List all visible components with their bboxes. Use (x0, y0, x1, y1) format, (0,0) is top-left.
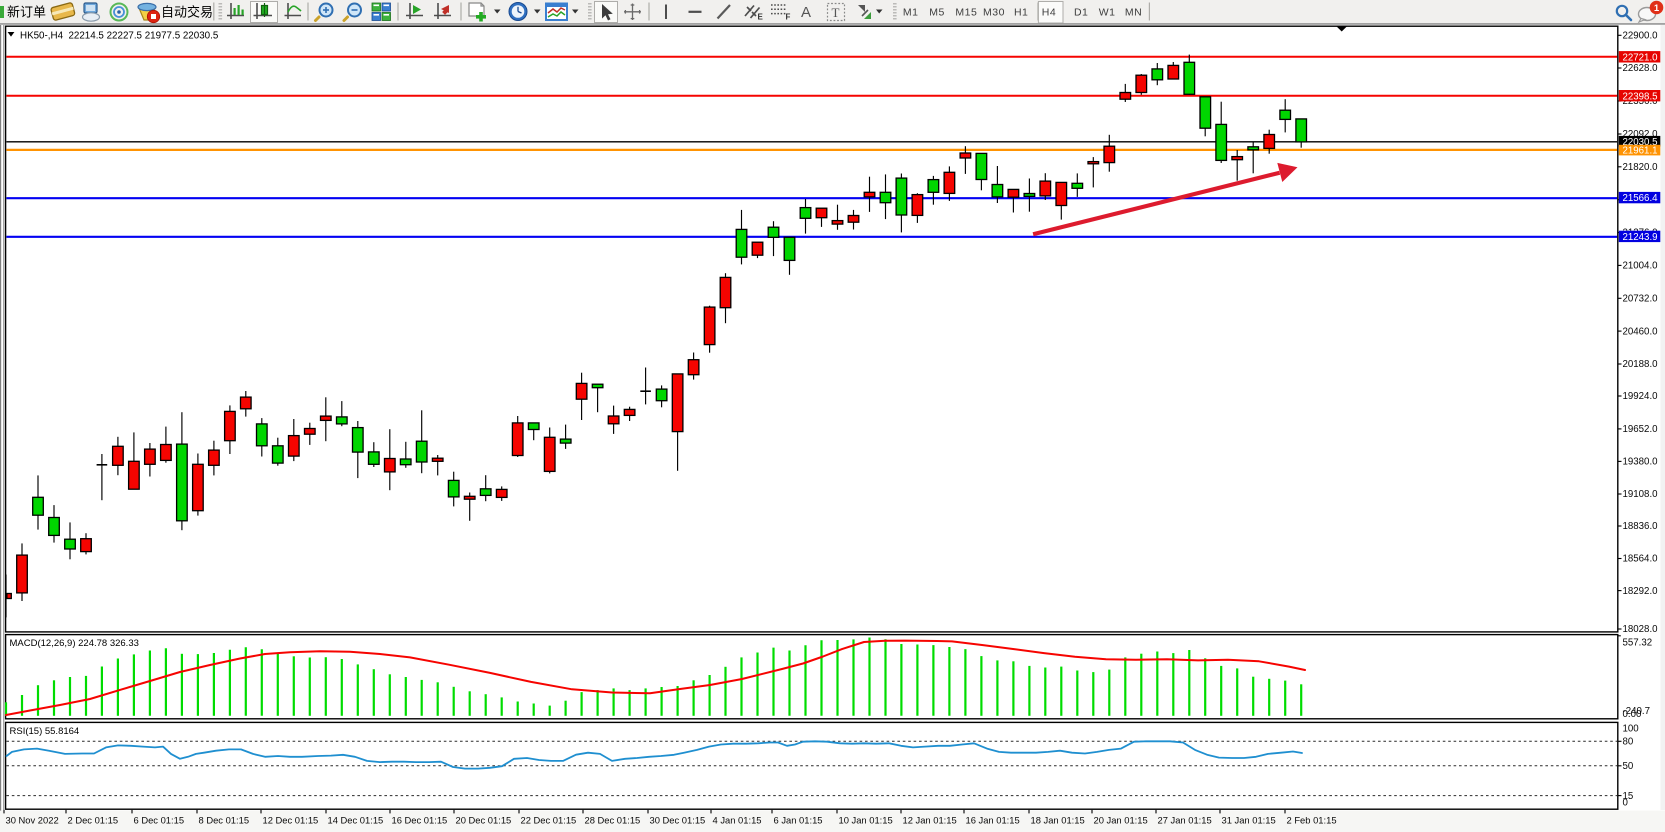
svg-text:MN: MN (1125, 7, 1142, 19)
svg-text:2 Feb 01:15: 2 Feb 01:15 (1287, 814, 1337, 825)
svg-text:30 Dec 01:15: 30 Dec 01:15 (650, 814, 706, 825)
svg-text:20188.0: 20188.0 (1623, 359, 1659, 370)
svg-text:20460.0: 20460.0 (1623, 326, 1659, 337)
svg-text:22 Dec 01:15: 22 Dec 01:15 (521, 814, 577, 825)
svg-text:18564.0: 18564.0 (1623, 554, 1659, 565)
svg-text:16 Jan 01:15: 16 Jan 01:15 (966, 814, 1020, 825)
svg-text:12 Jan 01:15: 12 Jan 01:15 (903, 814, 957, 825)
svg-text:D1: D1 (1074, 7, 1088, 19)
svg-text:21961.1: 21961.1 (1623, 146, 1658, 157)
svg-text:12 Dec 01:15: 12 Dec 01:15 (263, 814, 319, 825)
svg-text:21566.4: 21566.4 (1623, 193, 1659, 204)
svg-text:8 Dec 01:15: 8 Dec 01:15 (199, 814, 250, 825)
svg-text:0.00: 0.00 (1623, 709, 1642, 720)
svg-text:T: T (832, 5, 840, 20)
svg-text:20 Dec 01:15: 20 Dec 01:15 (456, 814, 512, 825)
svg-text:21004.0: 21004.0 (1623, 261, 1659, 272)
svg-text:6 Dec 01:15: 6 Dec 01:15 (134, 814, 185, 825)
svg-text:22900.0: 22900.0 (1623, 31, 1659, 42)
svg-text:A: A (801, 4, 811, 21)
svg-text:100: 100 (1623, 724, 1640, 735)
svg-text:20732.0: 20732.0 (1623, 294, 1659, 305)
svg-text:19108.0: 19108.0 (1623, 489, 1659, 500)
svg-text:M30: M30 (983, 7, 1005, 19)
svg-text:4 Jan 01:15: 4 Jan 01:15 (713, 814, 762, 825)
svg-text:RSI(15) 55.8164: RSI(15) 55.8164 (10, 726, 80, 737)
svg-text:1: 1 (1654, 3, 1660, 14)
svg-text:H4: H4 (1042, 7, 1056, 19)
svg-text:30 Nov 2022: 30 Nov 2022 (6, 814, 59, 825)
svg-text:15: 15 (1623, 791, 1634, 802)
svg-text:80: 80 (1623, 737, 1634, 748)
svg-text:18 Jan 01:15: 18 Jan 01:15 (1031, 814, 1085, 825)
svg-text:27 Jan 01:15: 27 Jan 01:15 (1158, 814, 1212, 825)
svg-text:自动交易: 自动交易 (161, 5, 213, 20)
svg-text:18028.0: 18028.0 (1623, 624, 1659, 635)
svg-text:16 Dec 01:15: 16 Dec 01:15 (392, 814, 448, 825)
svg-text:-240.7: -240.7 (1623, 706, 1650, 717)
svg-text:2 Dec 01:15: 2 Dec 01:15 (68, 814, 119, 825)
svg-text:MACD(12,26,9) 224.78 326.33: MACD(12,26,9) 224.78 326.33 (10, 638, 139, 649)
svg-text:14 Dec 01:15: 14 Dec 01:15 (328, 814, 384, 825)
svg-text:HK50-,H4 22214.5 22227.5 2197: HK50-,H4 22214.5 22227.5 21977.5 22030.5 (20, 30, 219, 41)
svg-text:557.32: 557.32 (1623, 637, 1653, 648)
svg-text:22628.0: 22628.0 (1623, 63, 1659, 74)
svg-text:22030.5: 22030.5 (1623, 137, 1658, 148)
svg-text:20 Jan 01:15: 20 Jan 01:15 (1094, 814, 1148, 825)
svg-text:22092.0: 22092.0 (1623, 129, 1659, 140)
svg-text:22721.0: 22721.0 (1623, 52, 1659, 63)
svg-text:0: 0 (1623, 798, 1629, 809)
svg-text:19380.0: 19380.0 (1623, 457, 1659, 468)
svg-text:21243.9: 21243.9 (1623, 232, 1658, 243)
svg-text:10 Jan 01:15: 10 Jan 01:15 (839, 814, 893, 825)
svg-text:28 Dec 01:15: 28 Dec 01:15 (585, 814, 641, 825)
svg-text:M5: M5 (929, 7, 945, 19)
svg-text:F: F (786, 13, 791, 22)
svg-text:19924.0: 19924.0 (1623, 391, 1659, 402)
svg-text:H1: H1 (1014, 7, 1028, 19)
svg-text:M1: M1 (903, 7, 919, 19)
svg-text:W1: W1 (1099, 7, 1116, 19)
svg-text:22356.0: 22356.0 (1623, 96, 1659, 107)
svg-text:18292.0: 18292.0 (1623, 586, 1659, 597)
svg-text:18836.0: 18836.0 (1623, 521, 1659, 532)
svg-text:M15: M15 (955, 7, 977, 19)
svg-text:21820.0: 21820.0 (1623, 162, 1659, 173)
svg-text:50: 50 (1623, 761, 1634, 772)
svg-text:19652.0: 19652.0 (1623, 424, 1659, 435)
svg-text:31 Jan 01:15: 31 Jan 01:15 (1222, 814, 1276, 825)
svg-text:22398.5: 22398.5 (1623, 91, 1658, 102)
svg-text:6 Jan 01:15: 6 Jan 01:15 (774, 814, 823, 825)
svg-text:新订单: 新订单 (7, 5, 46, 20)
svg-text:E: E (758, 13, 764, 22)
